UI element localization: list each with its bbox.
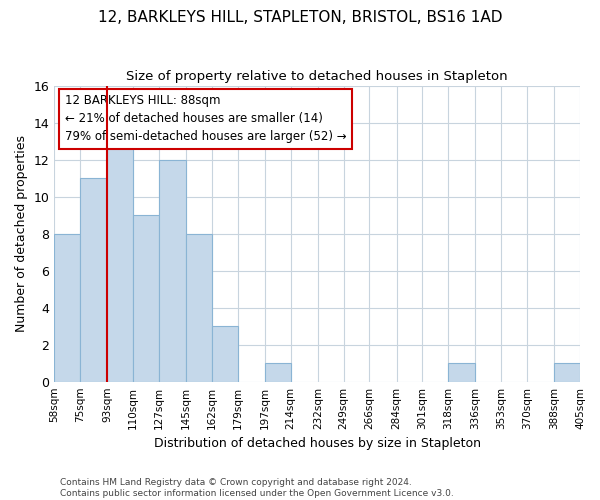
Bar — [133, 215, 159, 382]
Title: Size of property relative to detached houses in Stapleton: Size of property relative to detached ho… — [127, 70, 508, 83]
Bar — [80, 178, 107, 382]
Bar — [107, 141, 133, 382]
Bar — [54, 234, 80, 382]
Bar — [554, 363, 580, 382]
Bar — [159, 160, 186, 382]
Bar — [186, 234, 212, 382]
Bar — [448, 363, 475, 382]
Text: 12 BARKLEYS HILL: 88sqm
← 21% of detached houses are smaller (14)
79% of semi-de: 12 BARKLEYS HILL: 88sqm ← 21% of detache… — [65, 94, 346, 144]
X-axis label: Distribution of detached houses by size in Stapleton: Distribution of detached houses by size … — [154, 437, 481, 450]
Bar — [212, 326, 238, 382]
Text: 12, BARKLEYS HILL, STAPLETON, BRISTOL, BS16 1AD: 12, BARKLEYS HILL, STAPLETON, BRISTOL, B… — [98, 10, 502, 25]
Y-axis label: Number of detached properties: Number of detached properties — [15, 135, 28, 332]
Bar — [265, 363, 290, 382]
Text: Contains HM Land Registry data © Crown copyright and database right 2024.
Contai: Contains HM Land Registry data © Crown c… — [60, 478, 454, 498]
